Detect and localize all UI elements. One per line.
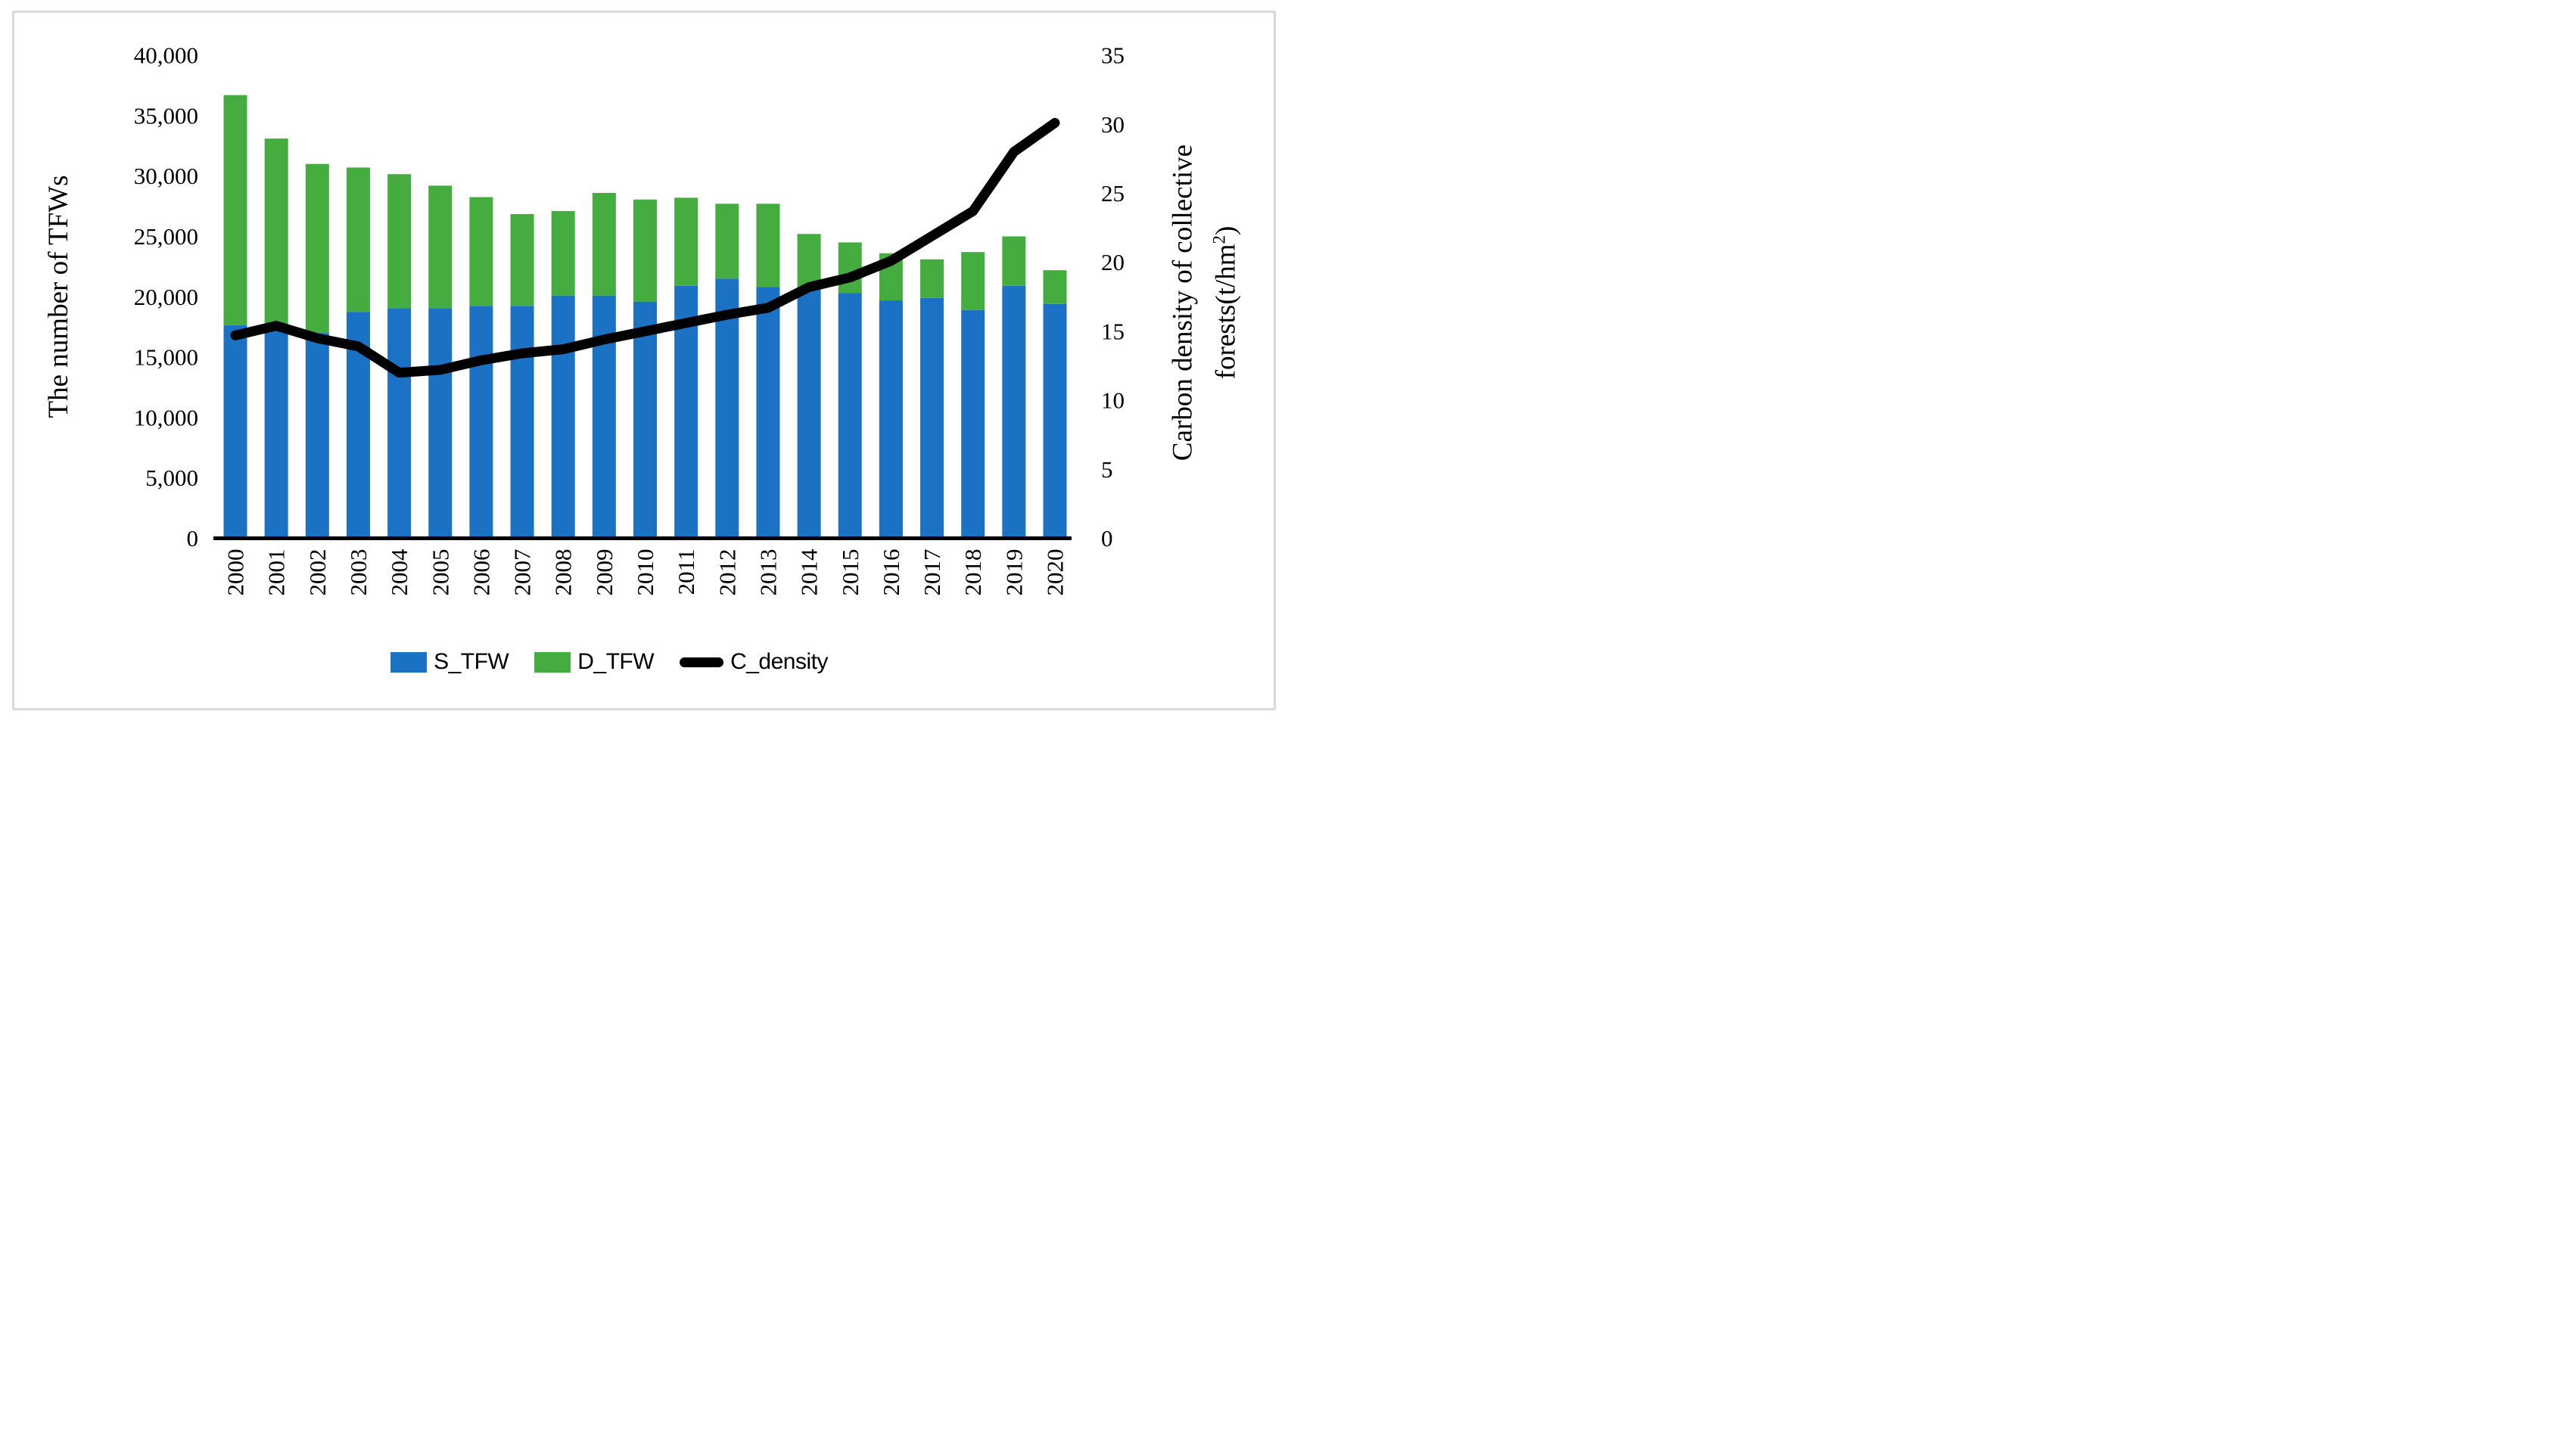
left-tick-label-5,000: 5,000 xyxy=(145,465,198,491)
bar-d-tfw-2012 xyxy=(715,204,739,279)
bar-d-tfw-2004 xyxy=(387,174,412,309)
x-tick-label-2000: 2000 xyxy=(222,549,249,596)
x-tick-label-2020: 2020 xyxy=(1042,549,1069,596)
s-tfw-swatch-icon xyxy=(390,651,428,673)
bar-s-tfw-2000 xyxy=(223,325,247,539)
chart-plot: 0 5,000 10,000 15,000 20,000 25,000 30,000 35,0… xyxy=(134,42,1125,596)
legend-item-c-density: C_density xyxy=(680,649,828,675)
x-tick-label-2002: 2002 xyxy=(304,549,331,596)
bar-s-tfw-2009 xyxy=(592,295,616,539)
right-axis-title-line2: forests(t/hm2) xyxy=(1209,225,1242,380)
right-tick-label-25: 25 xyxy=(1101,180,1125,207)
legend-label-d-tfw: D_TFW xyxy=(577,649,655,674)
bar-d-tfw-2001 xyxy=(264,138,288,325)
bar-d-tfw-2019 xyxy=(1002,236,1026,286)
legend-item-d-tfw: D_TFW xyxy=(534,649,655,675)
right-axis-title-line1: Carbon density of collective xyxy=(1167,144,1199,462)
bar-d-tfw-2003 xyxy=(346,167,370,312)
bar-s-tfw-2004 xyxy=(387,308,412,539)
x-tick-label-2014: 2014 xyxy=(796,549,823,596)
x-tick-label-2005: 2005 xyxy=(427,549,453,596)
x-tick-label-2019: 2019 xyxy=(1000,549,1027,596)
bar-d-tfw-2008 xyxy=(551,210,575,296)
bar-d-tfw-2018 xyxy=(961,252,985,310)
bar-s-tfw-2020 xyxy=(1043,303,1067,539)
c-density-line-icon xyxy=(680,657,724,667)
x-tick-label-2004: 2004 xyxy=(386,549,412,596)
left-tick-label-20,000: 20,000 xyxy=(134,284,198,310)
x-tick-label-2017: 2017 xyxy=(919,549,945,596)
left-tick-label-10,000: 10,000 xyxy=(134,404,198,430)
bar-s-tfw-2018 xyxy=(961,309,985,539)
bar-d-tfw-2013 xyxy=(756,204,780,287)
bar-s-tfw-2005 xyxy=(428,308,453,539)
bar-s-tfw-2002 xyxy=(305,333,329,539)
bar-s-tfw-2019 xyxy=(1002,285,1026,539)
bar-d-tfw-2006 xyxy=(469,197,493,306)
x-tick-label-2008: 2008 xyxy=(550,549,577,596)
bar-s-tfw-2016 xyxy=(879,300,903,539)
d-tfw-swatch-icon xyxy=(534,651,571,673)
left-tick-label-30,000: 30,000 xyxy=(134,163,198,189)
bar-s-tfw-2006 xyxy=(469,306,493,539)
bar-d-tfw-2010 xyxy=(633,199,657,302)
legend-label-s-tfw: S_TFW xyxy=(434,649,509,674)
bar-d-tfw-2020 xyxy=(1043,270,1067,304)
left-tick-label-0: 0 xyxy=(187,525,199,552)
right-tick-label-15: 15 xyxy=(1101,318,1125,344)
x-tick-label-2001: 2001 xyxy=(263,549,290,596)
x-tick-label-2013: 2013 xyxy=(754,549,781,596)
bar-s-tfw-2017 xyxy=(920,297,944,539)
bar-s-tfw-2014 xyxy=(797,287,821,539)
right-tick-label-0: 0 xyxy=(1101,525,1113,552)
bar-d-tfw-2002 xyxy=(305,163,329,334)
x-tick-label-2011: 2011 xyxy=(673,549,699,595)
bar-d-tfw-2009 xyxy=(592,192,616,296)
bar-s-tfw-2012 xyxy=(715,278,739,539)
right-tick-label-5: 5 xyxy=(1101,456,1113,483)
x-tick-label-2016: 2016 xyxy=(878,549,904,596)
figure-canvas: 0 5,000 10,000 15,000 20,000 25,000 30,000 35,0… xyxy=(0,0,1288,721)
x-tick-label-2018: 2018 xyxy=(960,549,986,596)
bar-d-tfw-2000 xyxy=(223,95,247,325)
x-tick-label-2012: 2012 xyxy=(714,549,740,596)
bar-d-tfw-2007 xyxy=(510,213,534,306)
left-axis-title: The number of TFWs xyxy=(43,175,74,418)
x-tick-label-2009: 2009 xyxy=(591,549,618,596)
bar-d-tfw-2005 xyxy=(428,185,453,309)
bar-d-tfw-2014 xyxy=(797,234,821,287)
chart-legend: S_TFW D_TFW C_density xyxy=(390,649,828,675)
bar-s-tfw-2001 xyxy=(264,324,288,539)
c-density-line xyxy=(230,117,1060,378)
bar-s-tfw-2015 xyxy=(838,293,862,539)
x-tick-label-2007: 2007 xyxy=(509,549,536,596)
bar-s-tfw-2010 xyxy=(633,301,657,539)
right-tick-label-20: 20 xyxy=(1101,249,1125,275)
x-tick-label-2006: 2006 xyxy=(468,549,494,596)
left-tick-label-35,000: 35,000 xyxy=(134,102,198,129)
bar-s-tfw-2013 xyxy=(756,287,780,539)
right-tick-label-35: 35 xyxy=(1101,42,1125,69)
left-tick-label-15,000: 15,000 xyxy=(134,344,198,371)
left-tick-label-25,000: 25,000 xyxy=(134,223,198,250)
bar-d-tfw-2015 xyxy=(838,242,862,294)
left-tick-label-40,000: 40,000 xyxy=(134,42,198,69)
right-axis-title: Carbon density of collective forests(t/h… xyxy=(1165,145,1244,461)
bar-s-tfw-2008 xyxy=(551,295,575,539)
x-tick-label-2003: 2003 xyxy=(345,549,372,596)
right-tick-label-10: 10 xyxy=(1101,387,1125,414)
x-tick-label-2010: 2010 xyxy=(632,549,658,596)
right-tick-label-30: 30 xyxy=(1101,111,1125,138)
bar-s-tfw-2007 xyxy=(510,306,534,539)
legend-label-c-density: C_density xyxy=(730,649,828,674)
bar-d-tfw-2011 xyxy=(674,197,698,286)
bar-d-tfw-2017 xyxy=(920,259,944,298)
x-tick-label-2015: 2015 xyxy=(837,549,863,596)
legend-item-s-tfw: S_TFW xyxy=(390,649,509,675)
